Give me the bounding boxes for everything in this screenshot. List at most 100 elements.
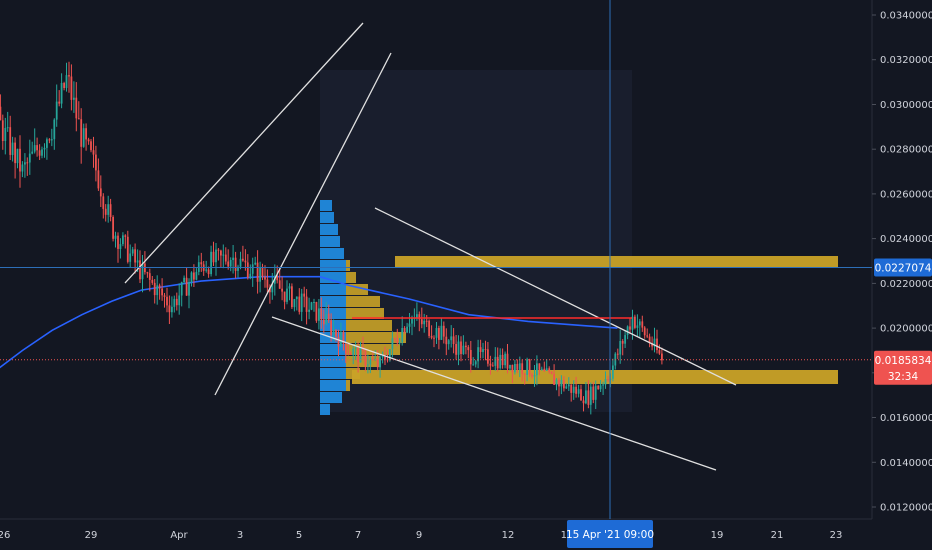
candle-body	[146, 272, 149, 274]
candle-body	[119, 244, 122, 249]
demand-zone[interactable]	[352, 370, 838, 384]
candle-body	[220, 250, 222, 256]
candle-body	[298, 296, 301, 312]
candle-body	[161, 288, 163, 296]
candle-body	[63, 83, 65, 88]
candle-body	[563, 380, 565, 389]
trendlines[interactable]	[124, 22, 737, 471]
price-axis-tick-label: 0.0140000	[880, 458, 932, 469]
candle-body	[200, 262, 203, 265]
candlesticks	[0, 61, 663, 415]
candle-body	[501, 354, 504, 366]
ema-line	[0, 275, 618, 369]
volume-profile-bar	[320, 308, 346, 319]
candle-body	[4, 128, 7, 141]
candle-body	[58, 101, 61, 104]
candle-body	[97, 170, 100, 189]
candle-body	[112, 217, 114, 239]
candle-body	[621, 341, 624, 344]
candle-body	[548, 368, 551, 372]
candle-body	[599, 385, 602, 390]
candle-body	[300, 293, 303, 312]
volume-profile-bar	[320, 224, 338, 235]
candle-body	[95, 154, 97, 171]
volume-profile-bar-extension	[346, 284, 368, 295]
candle-body	[104, 208, 107, 215]
candle-body	[65, 75, 68, 88]
candle-body	[543, 368, 546, 371]
candle-body	[384, 356, 386, 360]
candle-body	[430, 335, 433, 338]
price-axis-tick-label: 0.0220000	[880, 279, 932, 290]
rising-wedge-upper-line[interactable]	[124, 22, 364, 284]
candle-body	[215, 249, 217, 263]
candle-body	[0, 106, 2, 121]
candle-body	[347, 353, 350, 355]
volume-profile-bar-extension	[346, 332, 406, 343]
candle-body	[558, 379, 560, 387]
candle-body	[656, 338, 658, 351]
candle-body	[585, 390, 587, 404]
time-axis-tick-label: 26	[0, 530, 10, 541]
volume-profile-bar	[320, 380, 346, 391]
candle-body	[369, 358, 372, 365]
candle-body	[550, 371, 553, 374]
candle-body	[489, 363, 492, 366]
candle-body	[303, 293, 306, 297]
candle-body	[330, 320, 332, 336]
candle-body	[80, 119, 83, 147]
candle-body	[136, 260, 139, 263]
candle-body	[477, 347, 479, 362]
candle-body	[291, 286, 293, 308]
candle-body	[641, 321, 644, 328]
candle-body	[28, 153, 31, 163]
supply-zone[interactable]	[395, 256, 838, 268]
candle-body	[536, 363, 538, 376]
time-axis-tick-label: 19	[711, 530, 724, 541]
candle-body	[396, 338, 399, 343]
candle-body	[158, 285, 161, 289]
candle-body	[619, 341, 622, 355]
candle-body	[367, 364, 369, 366]
rising-wedge-lower-line[interactable]	[214, 52, 392, 396]
candle-body	[526, 359, 528, 375]
crosshair-price-badge-bg	[874, 258, 932, 277]
time-axis-tick-label: 9	[416, 530, 422, 541]
candle-body	[465, 345, 467, 348]
candle-body	[259, 266, 261, 282]
candle-body	[327, 313, 330, 321]
candle-body	[224, 254, 227, 262]
candle-body	[239, 258, 242, 267]
volume-profile-bar-extension	[346, 356, 380, 367]
volume-profile-bar	[320, 392, 342, 403]
falling-channel-lower-line[interactable]	[271, 316, 717, 471]
candle-body	[234, 257, 237, 271]
candle-body	[349, 353, 352, 355]
candle-body	[440, 325, 443, 340]
candle-body	[491, 365, 494, 367]
candle-body	[288, 286, 291, 289]
candle-body	[582, 400, 585, 404]
time-axis[interactable]	[0, 519, 932, 550]
candle-body	[629, 326, 631, 330]
falling-channel-upper-line[interactable]	[374, 207, 737, 386]
candle-body	[425, 320, 428, 322]
candle-body	[509, 364, 511, 369]
candle-body	[572, 386, 575, 393]
candle-body	[403, 328, 406, 333]
candle-body	[107, 204, 110, 215]
candle-body	[322, 319, 325, 325]
candle-body	[60, 83, 63, 104]
volume-profile-bar-extension	[346, 344, 400, 355]
candle-body	[185, 277, 188, 296]
candle-body	[499, 354, 502, 369]
candle-body	[452, 336, 455, 344]
ema-polyline	[0, 275, 618, 369]
candle-body	[638, 321, 641, 326]
candle-body	[560, 380, 563, 387]
candle-body	[631, 316, 634, 330]
candle-body	[577, 389, 580, 394]
candle-body	[210, 251, 212, 275]
